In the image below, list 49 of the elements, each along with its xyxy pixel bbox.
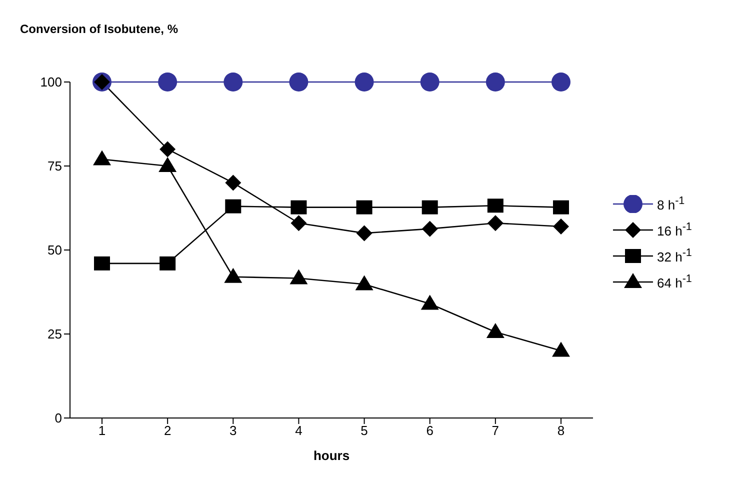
point	[420, 72, 440, 92]
point	[422, 220, 438, 237]
x-tick-label: 6	[426, 423, 434, 438]
y-tick-label: 75	[48, 158, 62, 174]
point	[420, 294, 439, 310]
point	[160, 256, 176, 270]
point	[224, 268, 242, 283]
point	[355, 275, 374, 290]
point	[93, 150, 111, 166]
legend-label: 16 h$^{-1}$	[657, 221, 692, 239]
point	[94, 256, 110, 270]
legend-label: 32 h$^{-1}$	[657, 247, 692, 265]
point	[486, 322, 504, 338]
point	[289, 72, 308, 92]
point	[160, 141, 176, 158]
chart-title: Conversion of Isobutene, %	[20, 22, 178, 36]
legend-label: 8 h$^{-1}$	[657, 195, 685, 213]
point	[552, 342, 570, 357]
y-tick-label: 100	[40, 74, 62, 90]
point	[422, 200, 438, 214]
y-tick-label: 0	[54, 410, 62, 426]
point	[356, 200, 372, 214]
point	[354, 72, 374, 92]
point	[290, 215, 307, 232]
legend-label: 64 h$^{-1}$	[657, 273, 692, 291]
point	[290, 269, 308, 284]
point	[356, 225, 372, 242]
point	[486, 72, 505, 92]
point	[225, 199, 242, 214]
x-tick-label: 5	[360, 423, 368, 438]
point	[553, 218, 569, 234]
point	[158, 72, 178, 92]
x-tick-label: 4	[295, 423, 302, 438]
point	[225, 174, 242, 191]
x-tick-label: 3	[230, 423, 237, 438]
y-tick-label: 50	[48, 242, 62, 258]
point	[224, 72, 243, 92]
point	[552, 72, 570, 92]
point	[290, 200, 307, 214]
point	[487, 198, 504, 213]
point	[487, 215, 504, 232]
point	[158, 157, 177, 172]
x-tick-label: 8	[557, 423, 565, 438]
x-tick-label: 1	[98, 423, 106, 438]
x-tick-label: 2	[164, 423, 172, 438]
x-axis-title: hours	[313, 448, 350, 463]
point	[553, 200, 569, 214]
y-tick-label: 25	[48, 326, 62, 342]
x-tick-label: 7	[492, 423, 500, 438]
